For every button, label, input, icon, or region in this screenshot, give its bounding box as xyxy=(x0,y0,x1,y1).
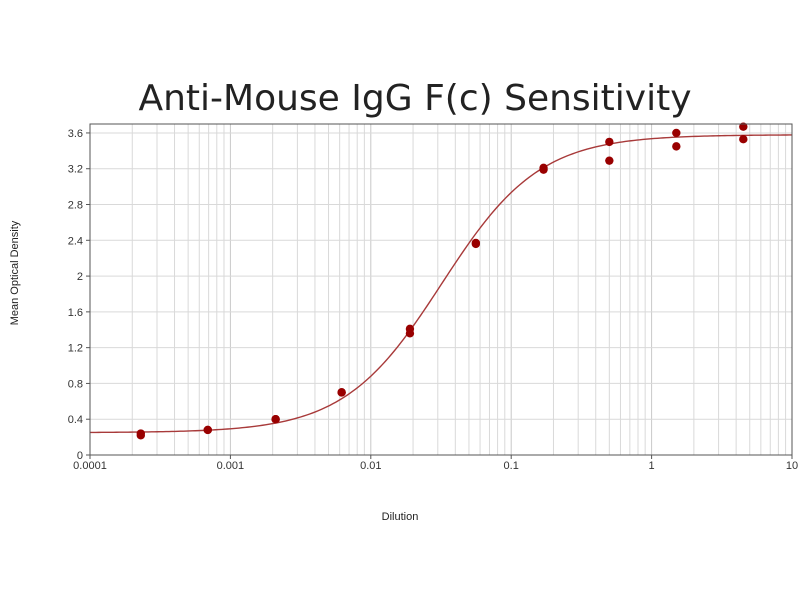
y-tick-label: 0.4 xyxy=(68,414,83,426)
data-point xyxy=(539,165,548,174)
grid-lines xyxy=(89,124,792,456)
y-tick-label: 2.8 xyxy=(68,200,83,212)
data-points-layer xyxy=(136,122,748,440)
data-point xyxy=(337,388,346,397)
data-point xyxy=(405,329,415,338)
y-tick-label: 0 xyxy=(77,450,83,462)
data-point xyxy=(203,425,212,435)
x-tick-label: 0.1 xyxy=(504,460,519,472)
data-point xyxy=(739,122,748,131)
plot-frame xyxy=(89,123,793,456)
data-point xyxy=(672,142,681,151)
x-axis-ticks: 0.0001 0.001 0.01 0.1 1 10 xyxy=(73,455,798,472)
x-axis-label: Dilution xyxy=(382,511,419,523)
fit-curve-layer xyxy=(89,134,793,434)
x-tick-label: 1 xyxy=(649,460,655,472)
x-tick-label: 10 xyxy=(786,460,798,472)
data-point xyxy=(271,415,280,424)
fit-curve-line xyxy=(89,134,793,434)
chart-title: Anti-Mouse IgG F(c) Sensitivity xyxy=(138,78,691,119)
y-tick-label: 3.6 xyxy=(68,128,83,140)
x-tick-label: 0.0001 xyxy=(73,460,107,472)
data-point xyxy=(136,431,145,440)
x-tick-label: 0.01 xyxy=(360,460,381,472)
y-axis-ticks: 0 0.4 0.8 1.2 1.6 2 2.4 2.8 3.2 3.6 xyxy=(68,128,90,462)
y-tick-label: 1.2 xyxy=(68,343,83,355)
x-tick-label: 0.001 xyxy=(217,460,245,472)
data-point xyxy=(605,156,614,165)
y-tick-label: 3.2 xyxy=(68,164,83,176)
y-tick-label: 2 xyxy=(77,271,83,283)
y-tick-label: 2.4 xyxy=(68,235,83,247)
data-point xyxy=(739,135,748,144)
y-tick-label: 0.8 xyxy=(68,378,83,390)
data-point xyxy=(471,239,481,249)
data-point xyxy=(672,128,681,138)
data-point xyxy=(605,137,614,147)
y-axis-label: Mean Optical Density xyxy=(9,220,21,325)
y-tick-label: 1.6 xyxy=(68,307,83,319)
